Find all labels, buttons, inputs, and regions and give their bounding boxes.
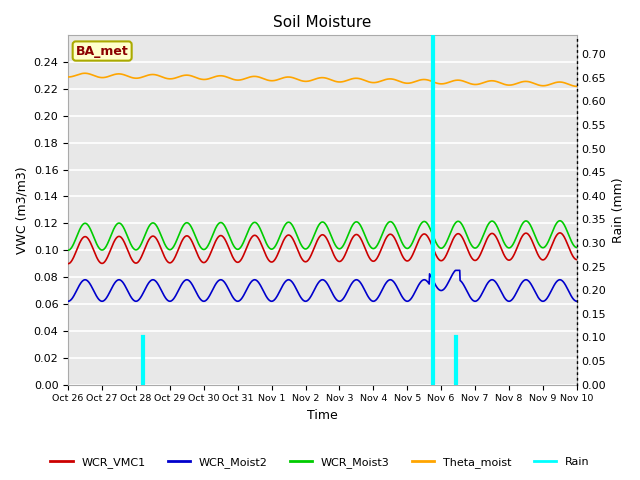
Y-axis label: Rain (mm): Rain (mm) [612, 177, 625, 243]
X-axis label: Time: Time [307, 409, 338, 422]
Legend: WCR_VMC1, WCR_Moist2, WCR_Moist3, Theta_moist, Rain: WCR_VMC1, WCR_Moist2, WCR_Moist3, Theta_… [46, 452, 594, 472]
Title: Soil Moisture: Soil Moisture [273, 15, 372, 30]
Y-axis label: VWC (m3/m3): VWC (m3/m3) [15, 166, 28, 254]
Text: BA_met: BA_met [76, 45, 129, 58]
